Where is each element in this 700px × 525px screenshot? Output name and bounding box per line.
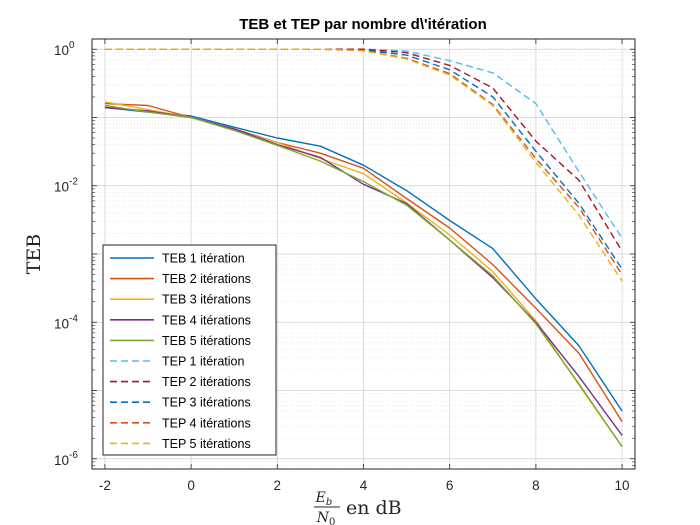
x-tick-label: 8	[532, 478, 540, 493]
x-tick-label: 2	[274, 478, 282, 493]
legend-label-9: TEP 4 itérations	[162, 416, 251, 430]
series-line-10	[104, 48, 623, 282]
x-axis-label: Eb N0 en dB	[314, 490, 402, 525]
legend-label-10: TEP 5 itérations	[162, 437, 251, 451]
y-tick-labels: 100 10-2 10-4 10-6	[54, 40, 78, 468]
chart-title: TEB et TEP par nombre d\'itération	[239, 16, 487, 33]
y-tick-label: 10-4	[54, 313, 78, 331]
y-tick-label: 10-2	[54, 177, 78, 195]
legend-label-5: TEB 5 itérations	[162, 334, 251, 348]
series-line-5	[104, 104, 623, 448]
x-tick-label: 0	[187, 478, 195, 493]
legend-label-6: TEP 1 itération	[162, 355, 245, 369]
axis-ticks	[92, 39, 635, 469]
y-tick-label: 10-6	[54, 450, 78, 468]
x-tick-label: 10	[615, 478, 630, 493]
x-tick-label: 4	[360, 478, 368, 493]
x-label-denominator: N0	[316, 510, 336, 525]
legend-label-4: TEB 4 itérations	[162, 313, 251, 327]
y-axis-label: TEB	[23, 234, 45, 275]
x-label-numerator: Eb	[315, 490, 333, 508]
series-group	[104, 48, 623, 448]
legend-label-1: TEB 1 itération	[162, 252, 245, 266]
legend-box	[102, 244, 277, 456]
series-line-1	[104, 106, 623, 412]
legend-label-3: TEB 3 itérations	[162, 293, 251, 307]
x-tick-label: 6	[446, 478, 454, 493]
legend-label-8: TEP 3 itérations	[162, 396, 251, 410]
y-tick-label: 100	[54, 40, 75, 58]
x-tick-labels: -2 0 2 4 6 8 10	[99, 478, 630, 493]
x-tick-label: -2	[99, 478, 111, 493]
legend: TEB 1 itération TEB 2 itérations TEB 3 ité…	[102, 244, 277, 456]
legend-label-7: TEP 2 itérations	[162, 375, 251, 389]
legend-label-2: TEB 2 itérations	[162, 272, 251, 286]
x-label-suffix: en dB	[346, 497, 402, 519]
series-line-7	[104, 48, 623, 252]
legend-items: TEB 1 itération TEB 2 itérations TEB 3 ité…	[110, 252, 251, 451]
